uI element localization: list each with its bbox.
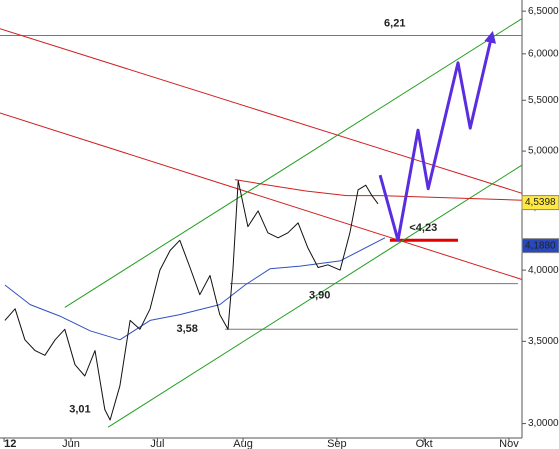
y-tick-label: 3,5000 (528, 336, 559, 347)
series-line (234, 179, 523, 201)
annotation: <4,23 (409, 222, 437, 234)
x-tick-label: Sep (327, 438, 347, 449)
series-line (64, 18, 523, 308)
value-marker-label: 4,1880 (525, 240, 556, 251)
y-tick-label: 5,0000 (528, 146, 559, 157)
x-tick-label: Nov (499, 438, 519, 449)
annotation: 6,21 (384, 17, 405, 29)
y-tick-label: 4,0000 (528, 265, 559, 276)
value-marker (521, 195, 559, 211)
x-tick-label: Jun (62, 438, 80, 449)
series-line (0, 112, 523, 280)
projection-arrow (378, 30, 497, 242)
y-tick-label: 6,5000 (528, 6, 559, 17)
x-tick-label: Okt (416, 438, 433, 449)
series-line (4, 180, 379, 421)
y-tick-label: 6,0000 (528, 48, 559, 59)
x-tick-label: Aug (233, 438, 253, 449)
annotation: 3,90 (309, 290, 330, 302)
series-line (4, 237, 386, 341)
annotation: 3,58 (176, 323, 197, 335)
value-marker-label: 4,5398 (525, 197, 556, 208)
y-tick-label: 5,5000 (528, 95, 559, 106)
y-tick-label: 3,0000 (528, 418, 559, 429)
x-tick-label: 12 (4, 438, 16, 449)
value-marker (521, 238, 559, 254)
series-line (107, 164, 523, 428)
annotation: 3,01 (69, 404, 90, 416)
x-tick-label: Jul (150, 438, 164, 449)
